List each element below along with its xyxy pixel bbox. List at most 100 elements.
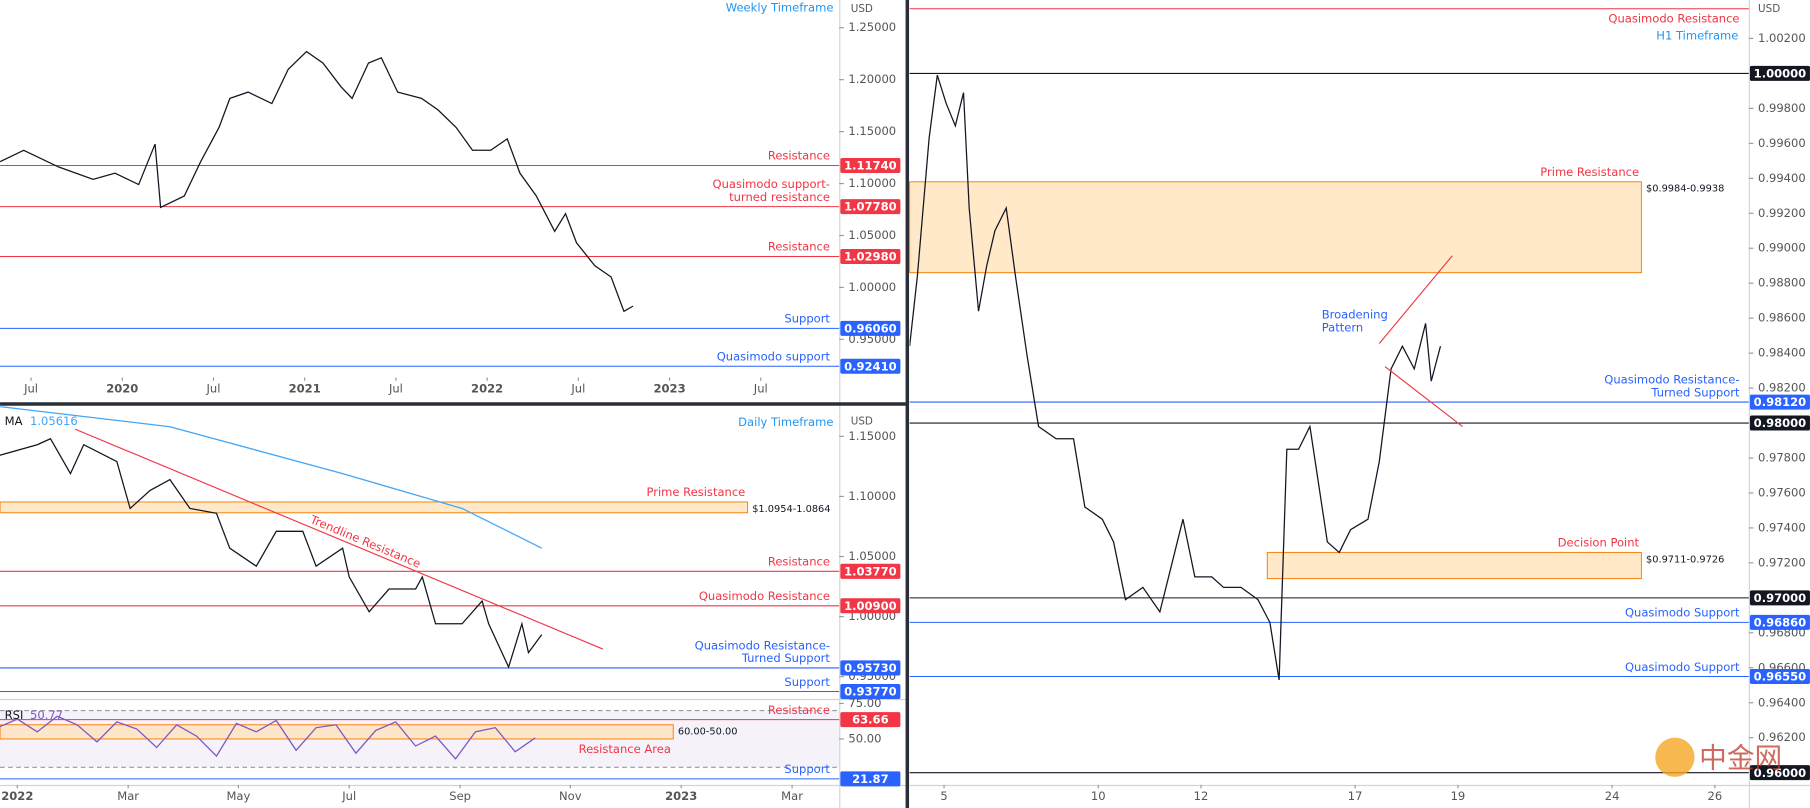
zone-range-label: $1.0954-1.0864 <box>752 504 830 515</box>
price-box <box>840 248 901 264</box>
level-label: Quasimodo support- <box>713 177 830 191</box>
panel-title: Daily Timeframe <box>738 415 833 429</box>
x-tick-label: Jul <box>341 789 356 803</box>
annotation: Pattern <box>1322 320 1364 334</box>
price-box <box>1749 614 1810 630</box>
x-tick-label: 24 <box>1605 789 1620 803</box>
y-tick-label: 0.99200 <box>1758 206 1806 220</box>
y-tick-label: 1.10000 <box>848 176 896 190</box>
price-box <box>840 358 901 374</box>
zone-label: Resistance Area <box>579 742 671 756</box>
level-label: Support <box>784 312 830 326</box>
price-box <box>840 660 901 676</box>
y-tick-label: 0.97600 <box>1758 485 1806 499</box>
price-box <box>840 683 901 699</box>
series-value: 50.77 <box>30 708 63 722</box>
y-tick-label: 1.25000 <box>848 20 896 34</box>
y-tick-label: 1.15000 <box>848 124 896 138</box>
price-line <box>909 74 1442 681</box>
price-box-label: 1.03770 <box>844 564 897 578</box>
price-box-label: 1.02980 <box>844 250 897 264</box>
zone-range-label: $0.9984-0.9938 <box>1646 184 1724 195</box>
x-tick-label: 12 <box>1194 789 1209 803</box>
level-label: Resistance <box>768 240 830 254</box>
x-tick-label: 17 <box>1348 789 1363 803</box>
trend-line <box>1384 366 1463 428</box>
price-box-label: 1.00000 <box>1754 66 1807 80</box>
y-tick-label: 1.10000 <box>848 489 896 503</box>
y-tick-label: 1.00000 <box>848 280 896 294</box>
level-label: Quasimodo support <box>717 350 831 364</box>
watermark: 中金网 <box>1699 742 1782 775</box>
y-tick-label: 0.97400 <box>1758 520 1806 534</box>
zone <box>1266 551 1642 580</box>
x-tick-label: Nov <box>559 789 582 803</box>
y-tick-label: 0.97800 <box>1758 451 1806 465</box>
price-box-label: 0.93770 <box>844 685 897 699</box>
x-tick-label: 5 <box>940 789 947 803</box>
y-tick-label: 1.20000 <box>848 72 896 86</box>
level-label: Turned Support <box>1650 385 1740 399</box>
x-tick-label: 2020 <box>106 381 138 395</box>
series-name: RSI <box>5 708 24 722</box>
price-box <box>1749 590 1810 606</box>
price-box-label: 0.95730 <box>844 661 897 675</box>
price-line <box>0 406 543 549</box>
price-box <box>840 598 901 614</box>
y-tick-label: 0.98800 <box>1758 276 1806 290</box>
level-label: Quasimodo Support <box>1625 606 1740 620</box>
x-tick-label: 26 <box>1708 789 1723 803</box>
panel-title: Weekly Timeframe <box>726 1 834 15</box>
level-label: Resistance <box>768 149 830 163</box>
y-tick-label: 0.99000 <box>1758 241 1806 255</box>
series-name: MA <box>5 414 23 428</box>
price-box <box>1749 415 1810 431</box>
price-box <box>1749 669 1810 685</box>
series-value: 1.05616 <box>30 414 78 428</box>
y-tick-label: 1.05000 <box>848 549 896 563</box>
x-tick-label: 19 <box>1451 789 1466 803</box>
level-label: Quasimodo Resistance- <box>695 639 830 653</box>
price-box-label: 0.92410 <box>844 359 897 373</box>
price-line <box>0 715 536 760</box>
zone-label: Prime Resistance <box>646 485 745 499</box>
price-box <box>840 712 901 728</box>
axis-unit: USD <box>1758 3 1780 15</box>
y-tick-label: 0.96200 <box>1758 730 1806 744</box>
price-box <box>840 199 901 215</box>
level-label: Quasimodo Resistance <box>1608 12 1739 26</box>
x-tick-label: Jul <box>753 381 768 395</box>
y-tick-label: 0.98200 <box>1758 381 1806 395</box>
x-tick-label: 2022 <box>471 381 503 395</box>
level-label: Quasimodo Resistance <box>699 589 830 603</box>
zone-label: Decision Point <box>1558 536 1640 550</box>
x-tick-label: Mar <box>117 789 139 803</box>
level-label: Turned Support <box>741 651 831 665</box>
x-tick-label: Sep <box>449 789 471 803</box>
price-box <box>840 320 901 336</box>
x-tick-label: Jul <box>570 381 585 395</box>
y-tick-label: 0.96400 <box>1758 695 1806 709</box>
y-tick-label: 1.00200 <box>1758 31 1806 45</box>
y-tick-label: 1.15000 <box>848 429 896 443</box>
y-tick-label: 0.97200 <box>1758 555 1806 569</box>
y-tick-label: 1.05000 <box>848 228 896 242</box>
y-tick-label: 0.98400 <box>1758 346 1806 360</box>
y-tick-label: 0.99600 <box>1758 136 1806 150</box>
x-tick-label: Jul <box>388 381 403 395</box>
price-box-label: 1.11740 <box>844 159 897 173</box>
level-label: Support <box>784 762 830 776</box>
level-label: Resistance <box>768 703 830 717</box>
price-box-label: 1.00900 <box>844 599 897 613</box>
price-line <box>0 437 543 669</box>
price-box-label: 0.96000 <box>1754 766 1807 780</box>
price-box-label: 0.97000 <box>1754 591 1807 605</box>
watermark-logo <box>1655 737 1695 777</box>
x-tick-label: Jul <box>23 381 38 395</box>
y-tick-label: 0.98600 <box>1758 311 1806 325</box>
price-box-label: 0.96550 <box>1754 670 1807 684</box>
zone-range-label: 60.00-50.00 <box>678 727 738 738</box>
